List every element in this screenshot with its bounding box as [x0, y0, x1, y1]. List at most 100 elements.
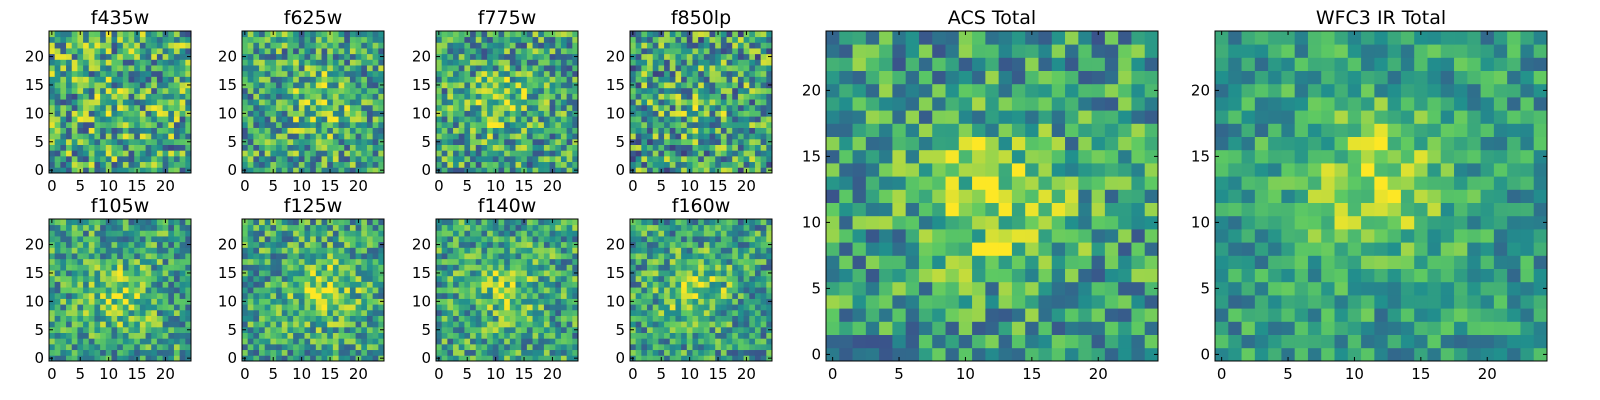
heatmap-cell	[487, 138, 494, 145]
heatmap-cell	[128, 104, 135, 111]
heatmap-cell	[509, 42, 516, 49]
heatmap-cell	[270, 65, 277, 72]
heatmap-cell	[321, 127, 328, 134]
heatmap-cell	[498, 264, 505, 271]
heatmap-cell	[470, 258, 477, 265]
heatmap-cell	[526, 292, 533, 299]
heatmap-cell	[49, 247, 56, 254]
heatmap-cell	[162, 138, 169, 145]
heatmap-cell	[105, 326, 112, 333]
heatmap-cell	[372, 116, 379, 123]
heatmap-cell	[436, 36, 443, 43]
heatmap-cell	[549, 270, 556, 277]
heatmap-cell	[259, 338, 266, 345]
heatmap-cell	[566, 355, 573, 362]
heatmap-cell	[521, 99, 528, 106]
x-tick-label: 15	[320, 365, 339, 383]
heatmap-cell	[349, 309, 356, 316]
heatmap-cell	[560, 236, 568, 243]
heatmap-cell	[560, 292, 568, 299]
heatmap-cell	[151, 161, 158, 168]
heatmap-cell	[179, 338, 186, 345]
heatmap-cell	[766, 59, 773, 66]
heatmap-cell	[117, 144, 124, 151]
heatmap-cell	[88, 304, 95, 311]
heatmap-cell	[630, 65, 637, 72]
y-tick-label: 0	[421, 161, 431, 179]
heatmap-cell	[173, 241, 181, 248]
heatmap-cell	[71, 138, 78, 145]
heatmap-cell	[60, 287, 67, 294]
heatmap-cell	[122, 127, 129, 134]
heatmap-cell	[54, 87, 61, 94]
heatmap-cell	[515, 127, 522, 134]
heatmap-cell	[447, 241, 454, 248]
heatmap-cell	[366, 82, 374, 89]
heatmap-cell	[83, 144, 90, 151]
panel-title: f105w	[91, 195, 150, 217]
heatmap-cell	[105, 116, 112, 123]
heatmap-cell	[304, 315, 311, 322]
heatmap-cell	[743, 93, 750, 100]
heatmap-cell	[681, 87, 688, 94]
heatmap-cell	[720, 110, 727, 117]
heatmap-cell	[100, 31, 107, 38]
heatmap-cell	[259, 270, 266, 277]
heatmap-cell	[686, 53, 693, 60]
heatmap-cell	[641, 36, 648, 43]
heatmap-cell	[332, 281, 339, 288]
heatmap-cell	[538, 247, 545, 254]
heatmap-cell	[139, 93, 146, 100]
heatmap-cell	[105, 87, 112, 94]
heatmap-cell	[88, 309, 95, 316]
heatmap-cell	[475, 270, 482, 277]
heatmap-cell	[134, 287, 141, 294]
heatmap-cell	[555, 349, 562, 356]
heatmap-cell	[344, 355, 351, 362]
heatmap-cell	[458, 133, 465, 140]
heatmap-cell	[151, 315, 158, 322]
heatmap-cell	[698, 65, 705, 72]
heatmap-cell	[703, 104, 710, 111]
heatmap-cell	[179, 144, 186, 151]
heatmap-cell	[338, 99, 345, 106]
heatmap-cell	[259, 287, 266, 294]
heatmap-cell	[498, 42, 505, 49]
heatmap-cell	[566, 36, 573, 43]
heatmap-cell	[630, 349, 637, 356]
heatmap-cell	[481, 321, 488, 328]
x-tick-label: 15	[127, 365, 146, 383]
heatmap-cell	[122, 76, 129, 83]
heatmap-cell	[743, 127, 750, 134]
heatmap-cell	[259, 87, 266, 94]
heatmap-cell	[475, 161, 482, 168]
heatmap-cell	[77, 133, 84, 140]
heatmap-cell	[686, 349, 693, 356]
heatmap-cell	[481, 59, 488, 66]
heatmap-cell	[475, 287, 482, 294]
heatmap-cell	[77, 275, 84, 282]
heatmap-cell	[366, 87, 374, 94]
heatmap-cell	[259, 53, 266, 60]
heatmap-cell	[543, 236, 550, 243]
heatmap-cell	[173, 309, 181, 316]
heatmap-cell	[475, 48, 482, 55]
heatmap-cell	[281, 236, 288, 243]
heatmap-cell	[259, 116, 266, 123]
heatmap-cell	[128, 65, 135, 72]
heatmap-cell	[458, 116, 465, 123]
heatmap-cell	[737, 99, 744, 106]
heatmap-cell	[509, 326, 516, 333]
heatmap-cell	[122, 99, 129, 106]
heatmap-cell	[270, 258, 277, 265]
heatmap-cell	[281, 224, 288, 231]
heatmap-cell	[264, 110, 271, 117]
heatmap-cell	[117, 332, 124, 339]
heatmap-cell	[310, 133, 317, 140]
heatmap-cell	[453, 292, 460, 299]
heatmap-cell	[88, 31, 95, 38]
heatmap-cell	[111, 36, 118, 43]
heatmap-cell	[658, 287, 665, 294]
heatmap-cell	[664, 349, 671, 356]
heatmap-cell	[464, 349, 471, 356]
